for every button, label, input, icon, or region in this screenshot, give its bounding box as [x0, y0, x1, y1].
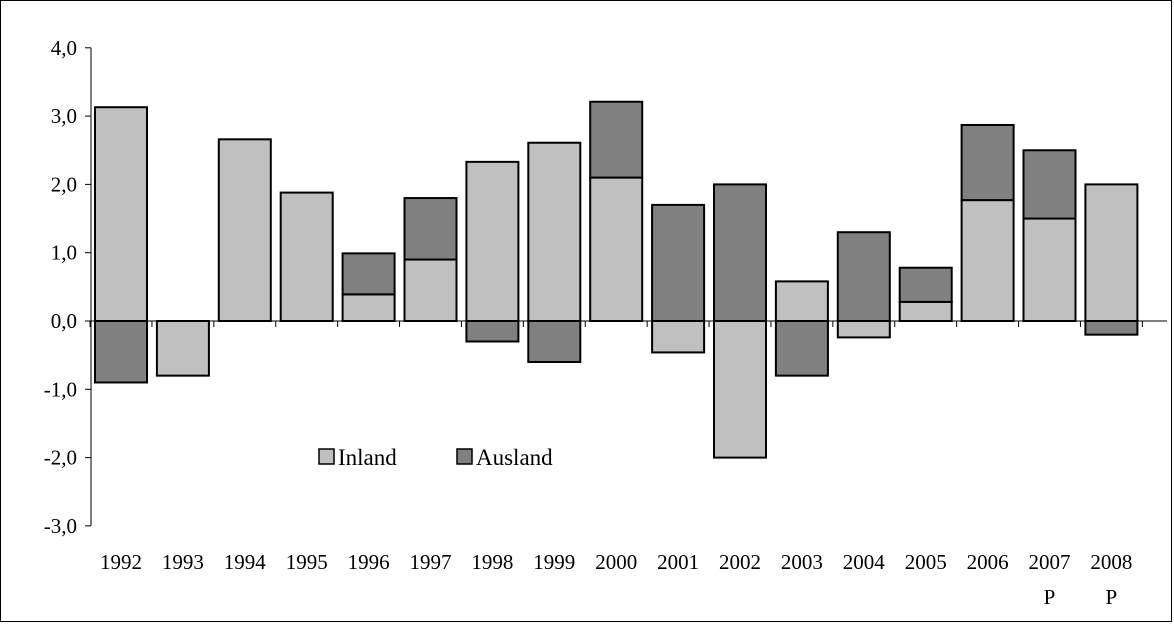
- x-tick-label: 1999: [533, 550, 575, 574]
- bar-ausland-2004: [836, 231, 891, 323]
- bar-inland-1996: [341, 293, 396, 323]
- x-tick-label: 1993: [162, 550, 204, 574]
- x-tick-label: 2004: [843, 550, 886, 574]
- bar-ausland-1997: [403, 197, 458, 261]
- bar-inland-2008: [1084, 183, 1139, 322]
- bar-inland-2004: [836, 320, 891, 339]
- bar-inland-1999: [527, 141, 582, 322]
- x-tick-note: P: [1044, 585, 1056, 609]
- bar-inland-2002: [713, 320, 767, 459]
- x-tick-label: 2001: [657, 550, 699, 574]
- bar-inland-2003: [774, 280, 829, 322]
- x-tick-label: 1992: [100, 550, 142, 574]
- bar-inland-2005: [898, 300, 953, 323]
- bar-inland-1994: [217, 138, 272, 322]
- legend-swatch-ausland: [456, 448, 473, 465]
- x-tick-label: 1996: [348, 550, 390, 574]
- bar-ausland-2005: [898, 266, 953, 303]
- bar-inland-1997: [403, 258, 458, 322]
- x-tick-label: 1997: [410, 550, 452, 574]
- bar-ausland-2007: [1022, 149, 1077, 220]
- bar-inland-1998: [465, 160, 520, 322]
- x-tick-label: 2008: [1090, 550, 1132, 574]
- bar-inland-2006: [960, 199, 1015, 322]
- x-tick-label: 2003: [781, 550, 823, 574]
- x-tick-note: P: [1106, 585, 1118, 609]
- x-tick-label: 2006: [967, 550, 1009, 574]
- x-tick-label: 1994: [224, 550, 267, 574]
- bar-ausland-2006: [960, 123, 1015, 202]
- bar-ausland-2002: [713, 183, 767, 322]
- bar-ausland-2001: [651, 203, 706, 322]
- bar-ausland-2003: [774, 320, 829, 377]
- x-tick-label: 2005: [905, 550, 947, 574]
- bar-inland-1992: [94, 106, 148, 323]
- bar-inland-1993: [155, 320, 210, 377]
- bar-ausland-1992: [94, 320, 148, 384]
- x-tick-label: 1998: [471, 550, 513, 574]
- x-tick-label: 2000: [595, 550, 637, 574]
- bar-inland-1995: [279, 191, 334, 322]
- y-tick-label: 4,0: [51, 36, 77, 60]
- x-tick-label: 2007: [1029, 550, 1071, 574]
- bar-inland-2000: [589, 176, 644, 322]
- bar-ausland-1998: [465, 320, 520, 343]
- x-tick-label: 2002: [719, 550, 761, 574]
- bar-ausland-1999: [527, 320, 582, 363]
- bar-ausland-2008: [1084, 320, 1139, 336]
- bar-inland-2007: [1022, 217, 1077, 322]
- legend-label-inland: Inland: [338, 445, 397, 470]
- y-tick-label: 3,0: [51, 104, 77, 128]
- y-tick-label: -3,0: [44, 514, 77, 538]
- bar-ausland-2000: [589, 100, 644, 179]
- y-tick-label: -2,0: [44, 446, 77, 470]
- y-tick-label: 2,0: [51, 172, 77, 196]
- bar-inland-2001: [651, 320, 706, 354]
- x-tick-label: 1995: [286, 550, 328, 574]
- y-tick-label: -1,0: [44, 377, 77, 401]
- bar-ausland-1996: [341, 252, 396, 296]
- y-tick-label: 1,0: [51, 241, 77, 265]
- legend-swatch-inland: [318, 448, 335, 465]
- legend-label-ausland: Ausland: [476, 445, 553, 470]
- y-tick-label: 0,0: [51, 309, 77, 333]
